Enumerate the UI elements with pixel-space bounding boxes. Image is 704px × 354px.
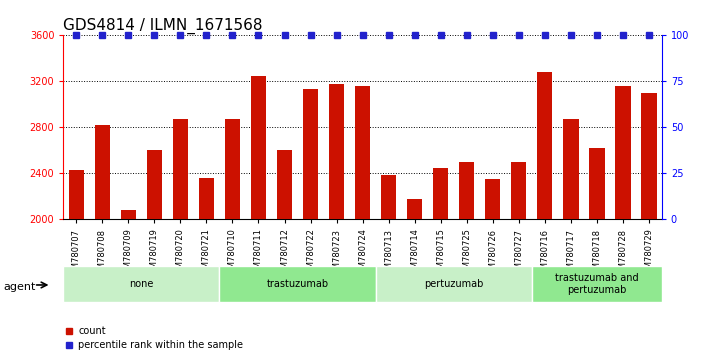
Text: count: count <box>78 326 106 336</box>
Bar <box>120 210 136 354</box>
Bar <box>641 93 657 354</box>
Bar <box>381 175 396 354</box>
Bar <box>329 84 344 354</box>
Bar <box>407 199 422 354</box>
FancyBboxPatch shape <box>532 266 662 302</box>
Bar <box>615 86 631 354</box>
Bar <box>251 76 266 354</box>
Bar <box>199 178 214 354</box>
Bar <box>589 148 605 354</box>
Bar <box>511 162 527 354</box>
Text: percentile rank within the sample: percentile rank within the sample <box>78 340 244 350</box>
Bar <box>303 90 318 354</box>
Bar <box>172 119 188 354</box>
Text: trastuzumab and
pertuzumab: trastuzumab and pertuzumab <box>555 273 639 295</box>
Text: pertuzumab: pertuzumab <box>424 279 484 289</box>
FancyBboxPatch shape <box>220 266 375 302</box>
Bar <box>68 170 84 354</box>
FancyBboxPatch shape <box>63 266 220 302</box>
Bar <box>485 179 501 354</box>
Bar <box>459 162 474 354</box>
Bar <box>433 168 448 354</box>
Bar <box>146 150 162 354</box>
Bar <box>225 119 240 354</box>
Bar <box>277 150 292 354</box>
Bar <box>563 119 579 354</box>
Text: GDS4814 / ILMN_1671568: GDS4814 / ILMN_1671568 <box>63 18 263 34</box>
Text: agent: agent <box>4 282 36 292</box>
Text: none: none <box>130 279 153 289</box>
FancyBboxPatch shape <box>375 266 532 302</box>
Bar <box>537 72 553 354</box>
Text: trastuzumab: trastuzumab <box>266 279 329 289</box>
Bar <box>355 86 370 354</box>
Bar <box>94 125 111 354</box>
